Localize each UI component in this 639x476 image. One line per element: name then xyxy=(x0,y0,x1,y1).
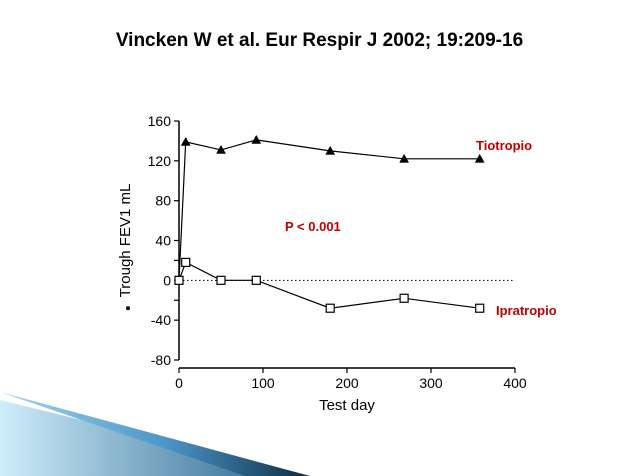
x-axis-label: Test day xyxy=(319,397,375,414)
data-point xyxy=(474,153,485,163)
series-line xyxy=(178,139,480,281)
chart-axes xyxy=(178,121,515,369)
x-tick-label: 0 xyxy=(175,375,183,391)
data-point xyxy=(216,144,226,154)
series-label-tiotropio: Tiotropio xyxy=(476,138,532,153)
x-tick-label: 200 xyxy=(335,375,359,391)
y-tick-label: 40 xyxy=(155,233,171,249)
y-axis-label: Trough FEV1 mL xyxy=(117,184,134,298)
series-line xyxy=(178,261,480,309)
x-tick-label: 100 xyxy=(251,375,275,391)
data-point xyxy=(251,134,262,144)
y-tick-label: -40 xyxy=(151,312,171,328)
data-point xyxy=(174,275,184,285)
data-point xyxy=(216,275,226,285)
series-ipratropio xyxy=(174,257,485,313)
data-point xyxy=(180,136,191,146)
series-tiotropio xyxy=(174,134,485,285)
chart-series xyxy=(174,134,485,313)
p-value-annotation: P < 0.001 xyxy=(285,219,341,234)
data-point xyxy=(399,153,410,163)
slide-title: Vincken W et al. Eur Respir J 2002; 19:2… xyxy=(115,30,524,51)
y-tick-label: 120 xyxy=(148,153,172,169)
data-point xyxy=(399,293,409,303)
y-tick-label: -80 xyxy=(151,352,171,368)
decor-wedge-dark xyxy=(0,392,310,476)
y-axis-label-bullet xyxy=(126,306,130,311)
data-point xyxy=(475,303,485,313)
y-tick-label: 0 xyxy=(163,272,171,288)
y-tick-label: 160 xyxy=(148,113,172,129)
data-point xyxy=(325,303,335,313)
x-tick-label: 300 xyxy=(419,375,443,391)
y-tick-label: 80 xyxy=(155,193,171,209)
data-point xyxy=(325,145,336,155)
data-point xyxy=(251,275,261,285)
chart-ticks: -80 -40 0 40 80 120 160 0 100 200 300 400 xyxy=(148,113,527,391)
series-label-ipratropio: Ipratropio xyxy=(496,303,557,318)
x-tick-label: 400 xyxy=(503,375,527,391)
data-point xyxy=(181,257,191,268)
